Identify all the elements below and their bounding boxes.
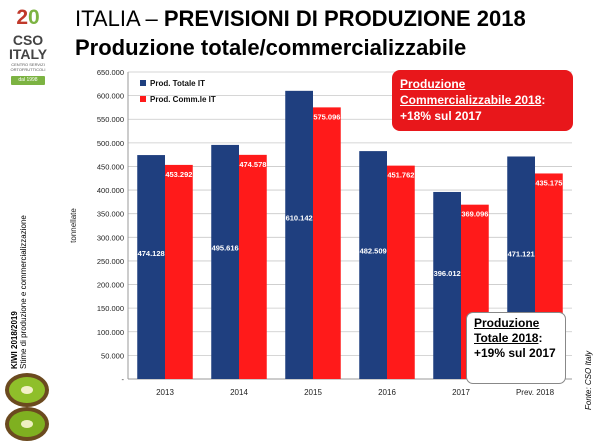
x-tick-label: 2014 (230, 388, 248, 397)
data-label: 396.012 (434, 269, 461, 278)
logo-anniversary-number: 20 (16, 6, 40, 29)
y-tick-label: 350.000 (97, 210, 124, 219)
bar-totale-2015 (285, 90, 313, 379)
y-tick-label: 50.000 (101, 351, 124, 360)
y-tick-label: 150.000 (97, 304, 124, 313)
legend-label: Prod. Comm.le IT (150, 95, 216, 104)
page-subtitle: Produzione totale/commercializzabile (75, 35, 467, 60)
y-tick-label: 550.000 (97, 115, 124, 124)
data-label: 575.096 (313, 112, 340, 121)
callout-comm-text: +18% sul 2017 (400, 109, 482, 123)
data-label: 369.096 (461, 210, 488, 219)
legend-label: Prod. Totale IT (150, 79, 205, 88)
side-label-subtitle: Stime di produzione e commercializzazion… (19, 215, 28, 369)
bar-totale-2016 (359, 151, 387, 379)
production-bar-chart: - 50.000 100.000 150.000 200.000 250.000 300.0… (69, 68, 572, 397)
bar-comm-2016 (387, 165, 415, 379)
y-tick-label: 500.000 (97, 139, 124, 148)
y-tick-label: - (122, 375, 125, 384)
kiwi-image (5, 373, 49, 441)
legend-swatch (140, 96, 146, 102)
y-axis-label: tonnellate (69, 208, 78, 243)
data-label: 610.142 (286, 214, 313, 223)
bar-totale-2014 (211, 144, 239, 379)
y-tick-label: 600.000 (97, 92, 124, 101)
side-label-title: KIWI 2018/2019 (10, 311, 19, 369)
x-tick-label: Prev. 2018 (516, 388, 555, 397)
callout-total-text: +19% sul 2017 (474, 346, 556, 360)
y-tick-label: 300.000 (97, 233, 124, 242)
x-tick-label: 2013 (156, 388, 174, 397)
legend-swatch (140, 80, 146, 86)
bar-comm-2013 (165, 164, 193, 379)
y-tick-label: 100.000 (97, 328, 124, 337)
bar-totale-2013 (137, 155, 165, 379)
data-label: 495.616 (212, 243, 239, 252)
data-label: 453.292 (165, 170, 192, 179)
data-label: 482.509 (360, 247, 387, 256)
y-tick-label: 200.000 (97, 281, 124, 290)
cso-italy-logo: 20 CSO ITALY CENTRO SERVIZI ORTOFRUTTICOLI… (6, 6, 50, 88)
x-tick-label: 2017 (452, 388, 470, 397)
bar-comm-2015 (313, 107, 341, 379)
y-tick-label: 400.000 (97, 186, 124, 195)
bar-comm-2014 (239, 154, 267, 379)
data-label: 451.762 (387, 171, 414, 180)
data-label: 435.175 (535, 178, 562, 187)
bar-totale-2017 (433, 191, 461, 379)
y-tick-label: 250.000 (97, 257, 124, 266)
x-tick-label: 2015 (304, 388, 322, 397)
logo-subtitle: CENTRO SERVIZI ORTOFRUTTICOLI (10, 62, 46, 72)
y-tick-label: 650.000 (97, 68, 124, 77)
data-label: 474.128 (138, 249, 165, 258)
callout-comm-heading: Produzione Commercializzabile 2018 (400, 77, 542, 107)
data-label: 471.121 (508, 250, 535, 259)
source-note: Fonte: CSO Italy (584, 350, 593, 410)
x-tick-label: 2016 (378, 388, 396, 397)
page-title: ITALIA – PREVISIONI DI PRODUZIONE 2018 (75, 6, 526, 31)
data-label: 474.578 (239, 160, 266, 169)
side-label: KIWI 2018/2019 Stime di produzione e com… (10, 49, 28, 369)
callout-commercializzabile: Produzione Commercializzabile 2018: +18%… (392, 70, 573, 131)
logo-name: CSO ITALY (8, 32, 48, 62)
logo-badge: dal 1998 (11, 76, 45, 85)
callout-total-heading: Produzione Totale 2018 (474, 316, 540, 345)
callout-totale: Produzione Totale 2018: +19% sul 2017 (466, 312, 566, 384)
y-tick-label: 450.000 (97, 162, 124, 171)
